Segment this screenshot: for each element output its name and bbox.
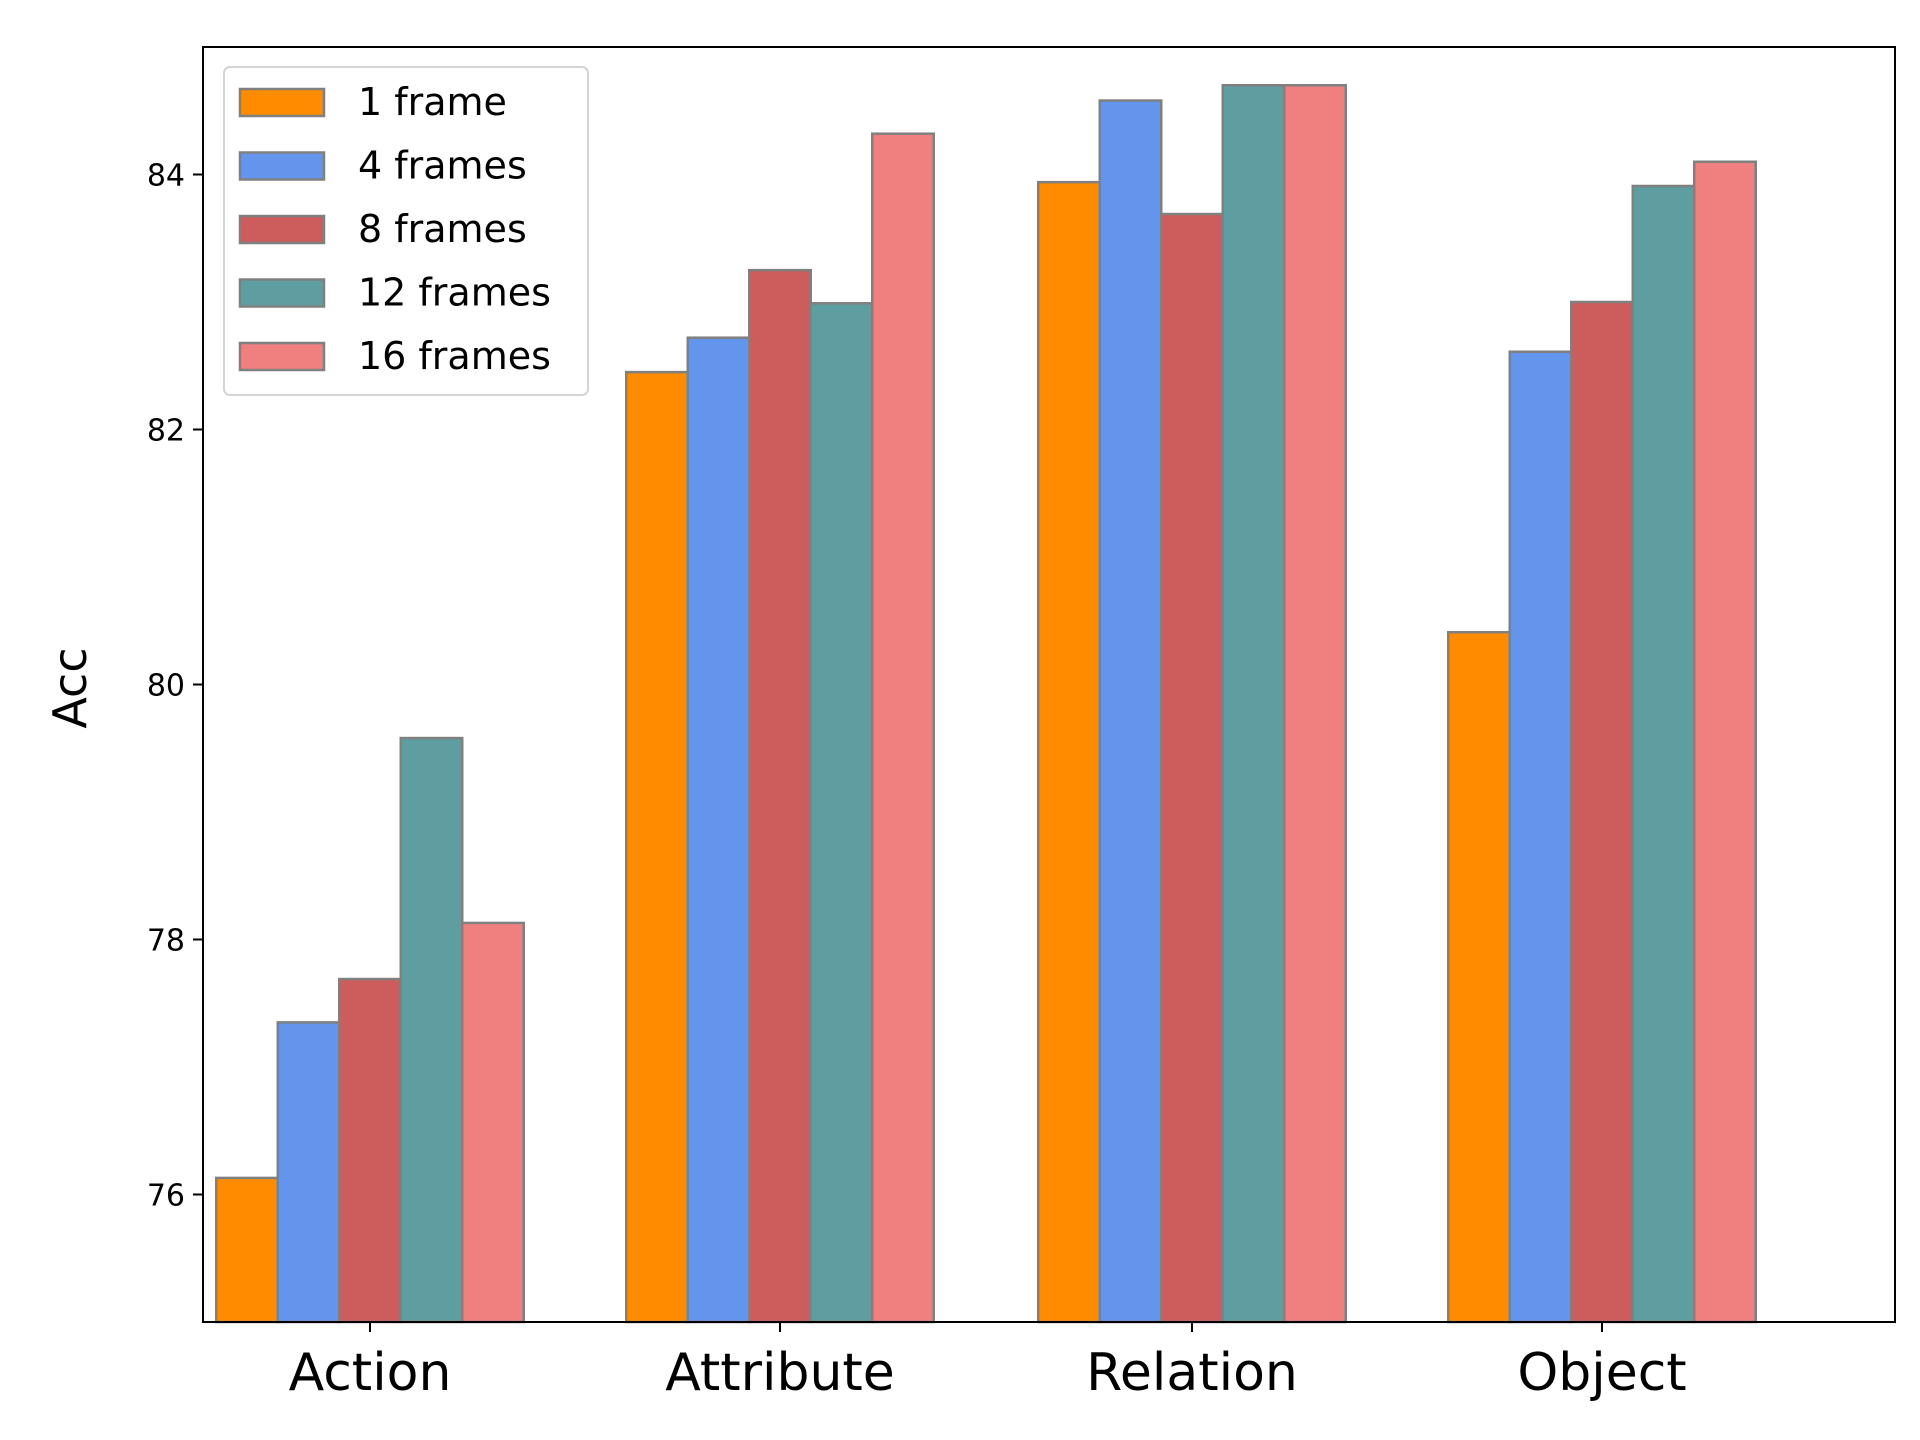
bar <box>686 336 751 1324</box>
legend: 1 frame 4 frames 8 frames 12 frames 16 frame… <box>223 66 589 396</box>
legend-box <box>223 66 589 396</box>
bar <box>625 370 689 1324</box>
bar <box>809 302 874 1324</box>
y-axis-title: Acc <box>43 647 97 728</box>
bar <box>871 132 935 1324</box>
bar <box>1631 184 1696 1324</box>
bar <box>1283 84 1347 1324</box>
bar <box>338 977 402 1324</box>
legend-swatch <box>238 87 326 118</box>
bar <box>1037 180 1101 1324</box>
bar <box>276 1021 341 1324</box>
legend-label: 8 frames <box>358 207 527 251</box>
legend-swatch <box>238 151 326 181</box>
bar <box>1693 160 1757 1324</box>
bar <box>1160 212 1224 1324</box>
y-tick-label: 80 <box>147 669 185 704</box>
legend-label: 1 frame <box>358 80 507 124</box>
bar <box>461 921 525 1324</box>
bar <box>1098 99 1163 1324</box>
legend-swatch <box>238 214 326 245</box>
bar <box>215 1176 279 1324</box>
bar <box>1570 300 1634 1324</box>
legend-label: 16 frames <box>358 334 551 378</box>
y-tick-label: 78 <box>147 924 185 959</box>
bar <box>748 268 812 1324</box>
bar <box>1508 350 1573 1324</box>
x-tick-label: Relation <box>1086 1343 1298 1403</box>
legend-swatch <box>238 341 326 372</box>
y-tick-label: 84 <box>147 159 185 194</box>
bar <box>1447 630 1511 1324</box>
legend-label: 4 frames <box>358 144 527 188</box>
legend-swatch <box>238 278 326 308</box>
legend-label: 12 frames <box>358 271 551 315</box>
bars-layer <box>215 84 1757 1324</box>
x-tick-label: Action <box>289 1343 452 1403</box>
x-tick-label: Attribute <box>665 1343 895 1403</box>
axes-layer: 76 78 80 82 84 Action Attribute Relation Object <box>147 46 1896 1403</box>
y-tick-label: 76 <box>147 1179 185 1214</box>
bar <box>1221 84 1286 1324</box>
y-tick-label: 82 <box>147 414 185 449</box>
bar <box>399 736 464 1324</box>
x-tick-label: Object <box>1517 1343 1686 1403</box>
